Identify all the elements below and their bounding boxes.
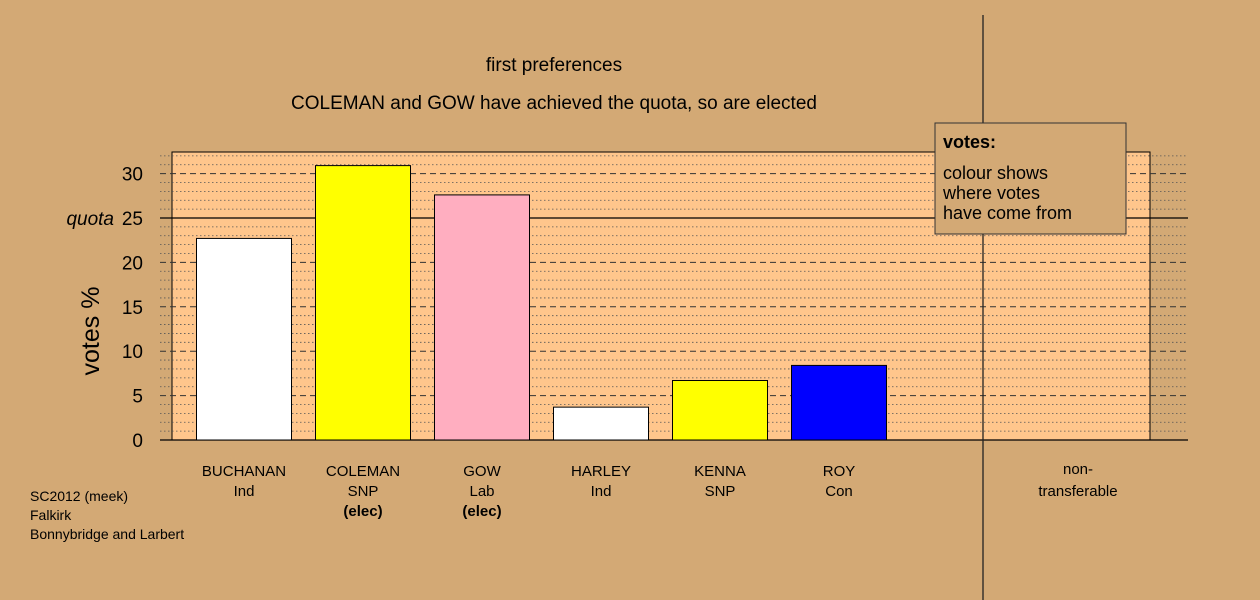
caption-line: SC2012 (meek) [30,488,129,504]
y-tick-label: 15 [122,298,143,319]
bar-coleman [315,165,411,441]
category-name-label: GOW [463,463,501,480]
bar-roy [791,364,887,441]
category-status-label: (elec) [343,503,382,520]
category-party-label: Ind [234,483,255,500]
category-name-label: HARLEY [571,463,631,480]
category-party-label: SNP [705,483,736,500]
y-tick-label: 30 [122,165,143,186]
y-tick-labels: 0 5 10 15 20 25 30 [122,165,143,452]
bar-gow [434,194,530,441]
bars [196,165,1125,441]
category-party-label: Con [825,483,853,500]
legend-line: colour shows [943,163,1048,183]
category-labels: BUCHANAN Ind COLEMAN SNP (elec) GOW Lab (elec) H… [202,463,855,520]
category-party-label: Ind [591,483,612,500]
y-tick-label: 20 [122,253,143,274]
legend-title: votes: [943,132,996,152]
bar-nontransferable [1030,440,1125,441]
chart-title: first preferences [486,55,622,76]
bar-harley [553,406,649,441]
category-name-label: KENNA [694,463,746,480]
category-party-label: SNP [348,483,379,500]
y-tick-label: 5 [132,387,143,408]
nontransferable-label-line2: transferable [1038,483,1117,500]
category-name-label: COLEMAN [326,463,400,480]
bar-buchanan [196,237,292,441]
category-party-label: Lab [469,483,494,500]
category-name-label: ROY [823,463,856,480]
caption-line: Bonnybridge and Larbert [30,526,185,542]
chart-subtitle: COLEMAN and GOW have achieved the quota,… [291,93,817,114]
y-axis-label: votes % [77,287,105,376]
legend-line: where votes [942,183,1040,203]
caption-line: Falkirk [30,507,72,523]
caption: SC2012 (meek) Falkirk Bonnybridge and La… [30,487,184,544]
y-tick-label: 25 [122,209,143,230]
legend-line: have come from [943,203,1072,223]
bar-kenna [672,380,768,441]
category-status-label: (elec) [462,503,501,520]
quota-label: quota [66,209,114,230]
y-tick-label: 0 [132,431,143,452]
category-name-label: BUCHANAN [202,463,286,480]
legend-box [934,122,1127,235]
legend: votes: colour shows where votes have com… [934,122,1127,235]
y-tick-label: 10 [122,342,143,363]
nontransferable-label-line1: non- [1063,461,1093,478]
